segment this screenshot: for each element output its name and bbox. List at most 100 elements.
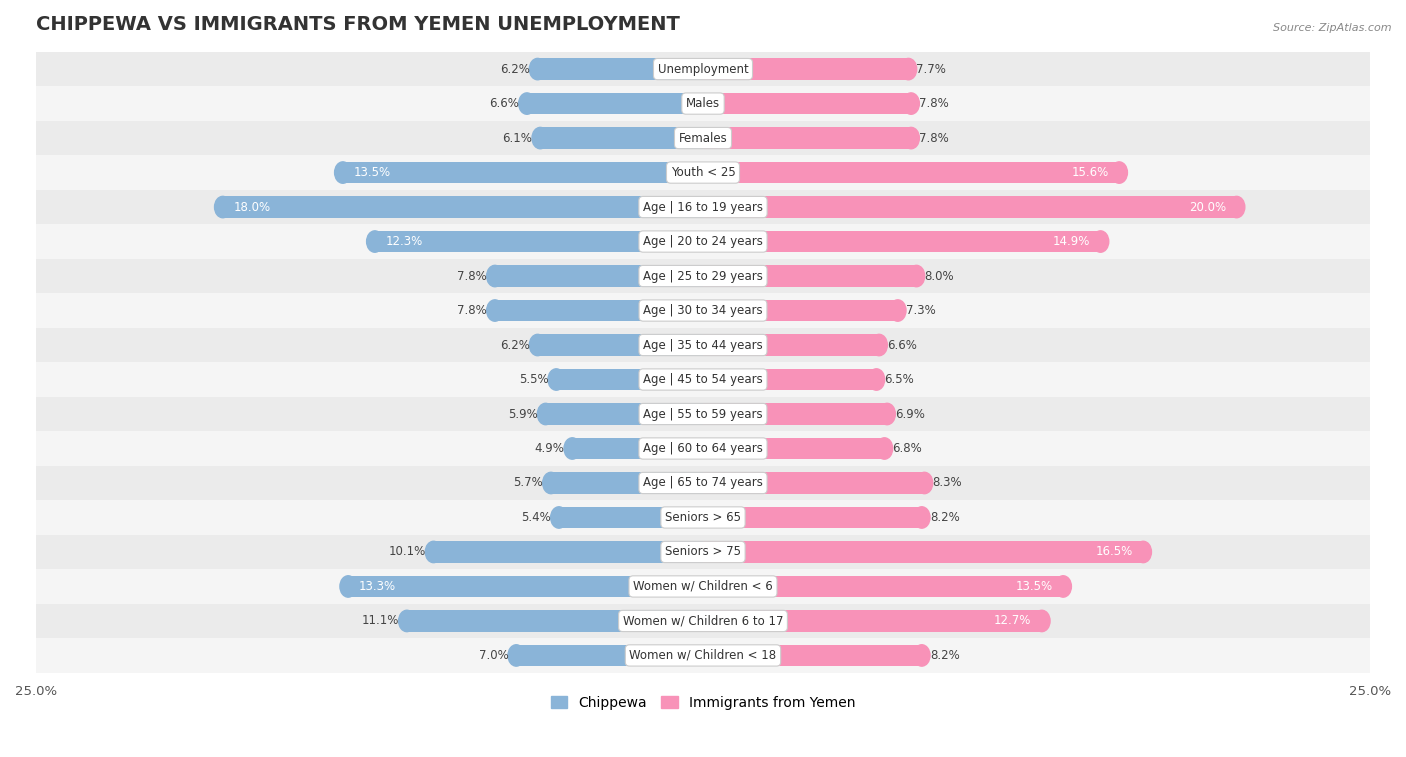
Circle shape	[1111, 162, 1128, 183]
Bar	[37, 363, 1369, 397]
Bar	[37, 328, 1369, 363]
Circle shape	[1054, 576, 1071, 597]
Text: 16.5%: 16.5%	[1095, 546, 1132, 559]
Text: 20.0%: 20.0%	[1188, 201, 1226, 213]
Text: 6.9%: 6.9%	[896, 407, 925, 420]
Text: Age | 25 to 29 years: Age | 25 to 29 years	[643, 269, 763, 282]
Circle shape	[908, 266, 925, 287]
Circle shape	[914, 645, 929, 666]
Text: Women w/ Children 6 to 17: Women w/ Children 6 to 17	[623, 615, 783, 628]
Bar	[37, 569, 1369, 603]
Text: 7.8%: 7.8%	[920, 97, 949, 110]
Text: Age | 30 to 34 years: Age | 30 to 34 years	[643, 304, 763, 317]
Bar	[703, 58, 908, 79]
Circle shape	[215, 196, 231, 218]
Text: Source: ZipAtlas.com: Source: ZipAtlas.com	[1274, 23, 1392, 33]
Bar	[703, 506, 922, 528]
Circle shape	[551, 506, 567, 528]
Legend: Chippewa, Immigrants from Yemen: Chippewa, Immigrants from Yemen	[546, 690, 860, 715]
Text: 7.8%: 7.8%	[457, 269, 486, 282]
Circle shape	[890, 300, 905, 321]
Bar	[37, 500, 1369, 534]
Bar	[703, 403, 887, 425]
Bar	[527, 93, 703, 114]
Circle shape	[1092, 231, 1109, 252]
Circle shape	[876, 438, 893, 459]
Bar	[37, 603, 1369, 638]
Text: 13.5%: 13.5%	[1015, 580, 1053, 593]
Bar	[37, 293, 1369, 328]
Text: Seniors > 65: Seniors > 65	[665, 511, 741, 524]
Circle shape	[529, 335, 546, 356]
Bar	[37, 86, 1369, 121]
Text: Age | 65 to 74 years: Age | 65 to 74 years	[643, 476, 763, 490]
Circle shape	[519, 93, 536, 114]
Bar	[703, 196, 1236, 218]
Text: 7.8%: 7.8%	[920, 132, 949, 145]
Circle shape	[340, 576, 357, 597]
Circle shape	[879, 403, 896, 425]
Bar	[37, 224, 1369, 259]
Bar	[703, 438, 884, 459]
Bar	[495, 300, 703, 321]
Circle shape	[529, 58, 546, 79]
Text: 6.5%: 6.5%	[884, 373, 914, 386]
Circle shape	[1033, 610, 1050, 631]
Text: Women w/ Children < 18: Women w/ Children < 18	[630, 649, 776, 662]
Text: 7.8%: 7.8%	[457, 304, 486, 317]
Bar	[703, 266, 917, 287]
Bar	[37, 121, 1369, 155]
Text: 5.9%: 5.9%	[508, 407, 537, 420]
Text: 15.6%: 15.6%	[1071, 166, 1108, 179]
Text: Unemployment: Unemployment	[658, 63, 748, 76]
Text: 6.1%: 6.1%	[502, 132, 533, 145]
Bar	[540, 127, 703, 149]
Text: 8.3%: 8.3%	[932, 476, 962, 490]
Bar	[560, 506, 703, 528]
Circle shape	[486, 300, 503, 321]
Bar	[703, 541, 1143, 562]
Text: Age | 45 to 54 years: Age | 45 to 54 years	[643, 373, 763, 386]
Text: Age | 35 to 44 years: Age | 35 to 44 years	[643, 338, 763, 351]
Circle shape	[486, 266, 503, 287]
Bar	[703, 610, 1042, 631]
Bar	[557, 369, 703, 390]
Bar	[375, 231, 703, 252]
Circle shape	[564, 438, 581, 459]
Text: 7.3%: 7.3%	[905, 304, 935, 317]
Text: Age | 16 to 19 years: Age | 16 to 19 years	[643, 201, 763, 213]
Text: 7.0%: 7.0%	[478, 649, 508, 662]
Text: 5.4%: 5.4%	[522, 511, 551, 524]
Text: 8.2%: 8.2%	[929, 649, 959, 662]
Text: 6.2%: 6.2%	[499, 63, 530, 76]
Text: 12.3%: 12.3%	[385, 235, 423, 248]
Bar	[37, 534, 1369, 569]
Bar	[37, 638, 1369, 673]
Text: 12.7%: 12.7%	[994, 615, 1031, 628]
Bar	[537, 335, 703, 356]
Text: Age | 55 to 59 years: Age | 55 to 59 years	[643, 407, 763, 420]
Text: 6.8%: 6.8%	[893, 442, 922, 455]
Circle shape	[548, 369, 565, 390]
Text: 11.1%: 11.1%	[361, 615, 399, 628]
Text: 8.0%: 8.0%	[924, 269, 955, 282]
Bar	[537, 58, 703, 79]
Circle shape	[917, 472, 932, 494]
Text: Males: Males	[686, 97, 720, 110]
Bar	[406, 610, 703, 631]
Circle shape	[425, 541, 441, 562]
Bar	[703, 231, 1101, 252]
Text: 14.9%: 14.9%	[1053, 235, 1090, 248]
Circle shape	[1135, 541, 1152, 562]
Circle shape	[531, 127, 548, 149]
Text: 10.1%: 10.1%	[388, 546, 426, 559]
Bar	[703, 576, 1063, 597]
Text: 6.6%: 6.6%	[489, 97, 519, 110]
Bar	[37, 259, 1369, 293]
Text: 6.2%: 6.2%	[499, 338, 530, 351]
Bar	[37, 466, 1369, 500]
Circle shape	[903, 127, 920, 149]
Bar	[37, 190, 1369, 224]
Bar	[572, 438, 703, 459]
Bar	[343, 162, 703, 183]
